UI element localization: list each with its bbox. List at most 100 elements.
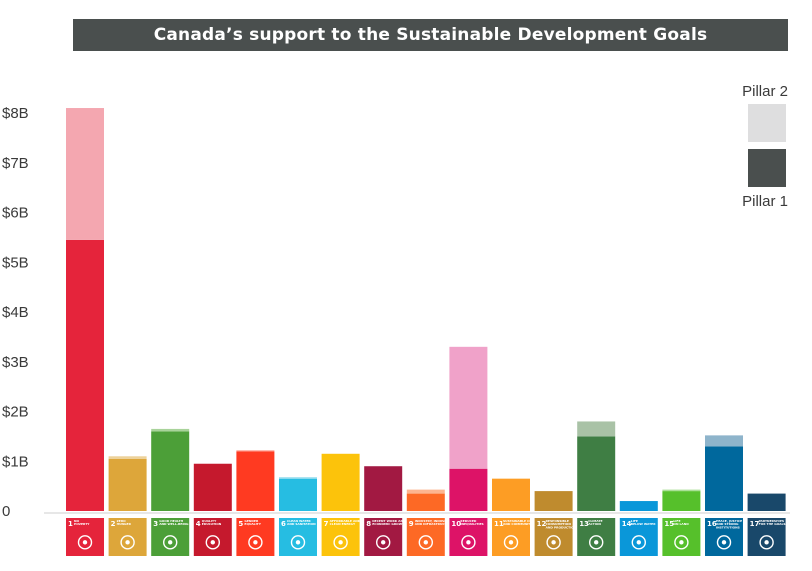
sdg-number: 10 [451,520,461,528]
sdg-label: AND SANITATION [287,522,316,526]
bar-sdg-10-pillar-2 [449,346,488,469]
legend: Pillar 2 Pillar 1 [742,83,788,210]
sdg-number: 15 [664,520,674,528]
sdg-number: 17 [750,520,760,528]
bar-sdg-17-pillar-1 [747,493,786,511]
y-tick-label: $7B [2,155,29,172]
sdg-label: LIFE [673,519,680,523]
legend-label-pillar-2: Pillar 2 [742,83,788,100]
sdg-number: 11 [494,520,504,528]
sdg-label: INEQUALITIES [460,522,483,526]
bar-sdg-1-pillar-1 [66,239,104,512]
y-tick-label: $2B [2,404,29,421]
y-tick-label: $4B [2,304,29,321]
bar-sdg-6-pillar-1 [279,478,317,511]
bar-sdg-2-pillar-1 [108,458,147,511]
bar-sdg-11-pillar-1 [492,478,530,511]
sdg-label: ACTION [588,522,601,526]
bar-sdg-5-pillar-2 [236,450,275,452]
legend-swatch-pillar-2 [748,104,786,142]
bar-sdg-9-pillar-1 [406,493,445,511]
sdg-label: PARTNERSHIPS [759,519,784,523]
bar-sdg-16-pillar-2 [705,435,743,447]
bar-sdg-10-pillar-1 [449,468,488,511]
y-tick-label: $1B [2,453,29,470]
sdg-number: 14 [622,520,632,528]
sdg-label: ECONOMIC GROWTH [372,522,407,526]
sdg-label: AND COMMUNITIES [503,522,536,526]
sdg-number: 13 [579,520,589,528]
sdg-label: EQUALITY [244,522,261,526]
sdg-label: EDUCATION [202,522,222,526]
bar-sdg-9-pillar-2 [406,489,445,494]
sdg-label: CONSUMPTION [546,522,572,526]
sdg-number: 4 [196,520,201,528]
sdg-label: AND INFRASTRUCTURE [415,522,454,526]
sdg-label: REDUCED [460,519,477,523]
sdg-label: INDUSTRY, INNOVATION [415,519,455,523]
y-tick-label: $8B [2,105,29,122]
sdg-label: DECENT WORK AND [372,519,406,523]
sdg-label: AND PRODUCTION [546,525,577,529]
sdg-number: 3 [153,520,158,528]
bar-sdg-3-pillar-1 [151,431,190,511]
sdg-number: 9 [409,520,414,528]
bar-sdg-16-pillar-1 [705,446,743,511]
chart-title: Canada’s support to the Sustainable Deve… [73,19,788,51]
legend-swatch-pillar-1 [748,149,786,187]
sdg-label: POVERTY [74,522,90,526]
bar-sdg-13-pillar-1 [577,436,616,511]
bar-sdg-12-pillar-1 [534,491,573,511]
sdg-number: 2 [111,520,116,528]
bar-sdg-3-pillar-2 [151,428,190,432]
bar-sdg-2-pillar-2 [108,456,147,459]
y-tick-label: 0 [2,503,10,520]
bar-sdg-4-pillar-1 [193,463,232,511]
sdg-label: AFFORDABLE AND [330,519,361,523]
sdg-label: ON LAND [673,522,689,526]
bar-sdg-6-pillar-2 [279,477,317,479]
sdg-label: FOR THE GOALS [759,522,786,526]
bar-sdg-7-pillar-1 [321,453,360,511]
sdg-label: NO [74,519,80,523]
bar-sdg-14-pillar-1 [619,501,658,511]
bars [66,108,786,512]
sdg-label: BELOW WATER [631,522,656,526]
sdg-label: GOOD HEALTH [159,519,183,523]
y-tick-label: $5B [2,254,29,271]
sdg-label: QUALITY [202,519,217,523]
sdg-label: AND STRONG [716,522,739,526]
sdg-number: 12 [537,520,547,528]
sdg-number: 5 [238,520,243,528]
sdg-number: 1 [68,520,73,528]
sdg-label: CLEAN ENERGY [330,522,356,526]
sdg-label: INSTITUTIONS [716,525,740,529]
y-tick-label: $6B [2,205,29,222]
sdg-label: CLEAN WATER [287,519,311,523]
sdg-label: GENDER [244,519,259,523]
sdg-number: 6 [281,520,286,528]
bar-sdg-15-pillar-2 [662,489,701,492]
sdg-label: LIFE [631,519,638,523]
sdg-label: RESPONSIBLE [546,519,569,523]
legend-label-pillar-1: Pillar 1 [742,193,788,210]
bar-sdg-5-pillar-1 [236,451,275,511]
y-axis: 0 $1B $2B $3B $4B $5B $6B $7B $8B [2,105,29,520]
sdg-label: AND WELL-BEING [159,522,189,526]
sdg-label: ZERO [117,519,127,523]
